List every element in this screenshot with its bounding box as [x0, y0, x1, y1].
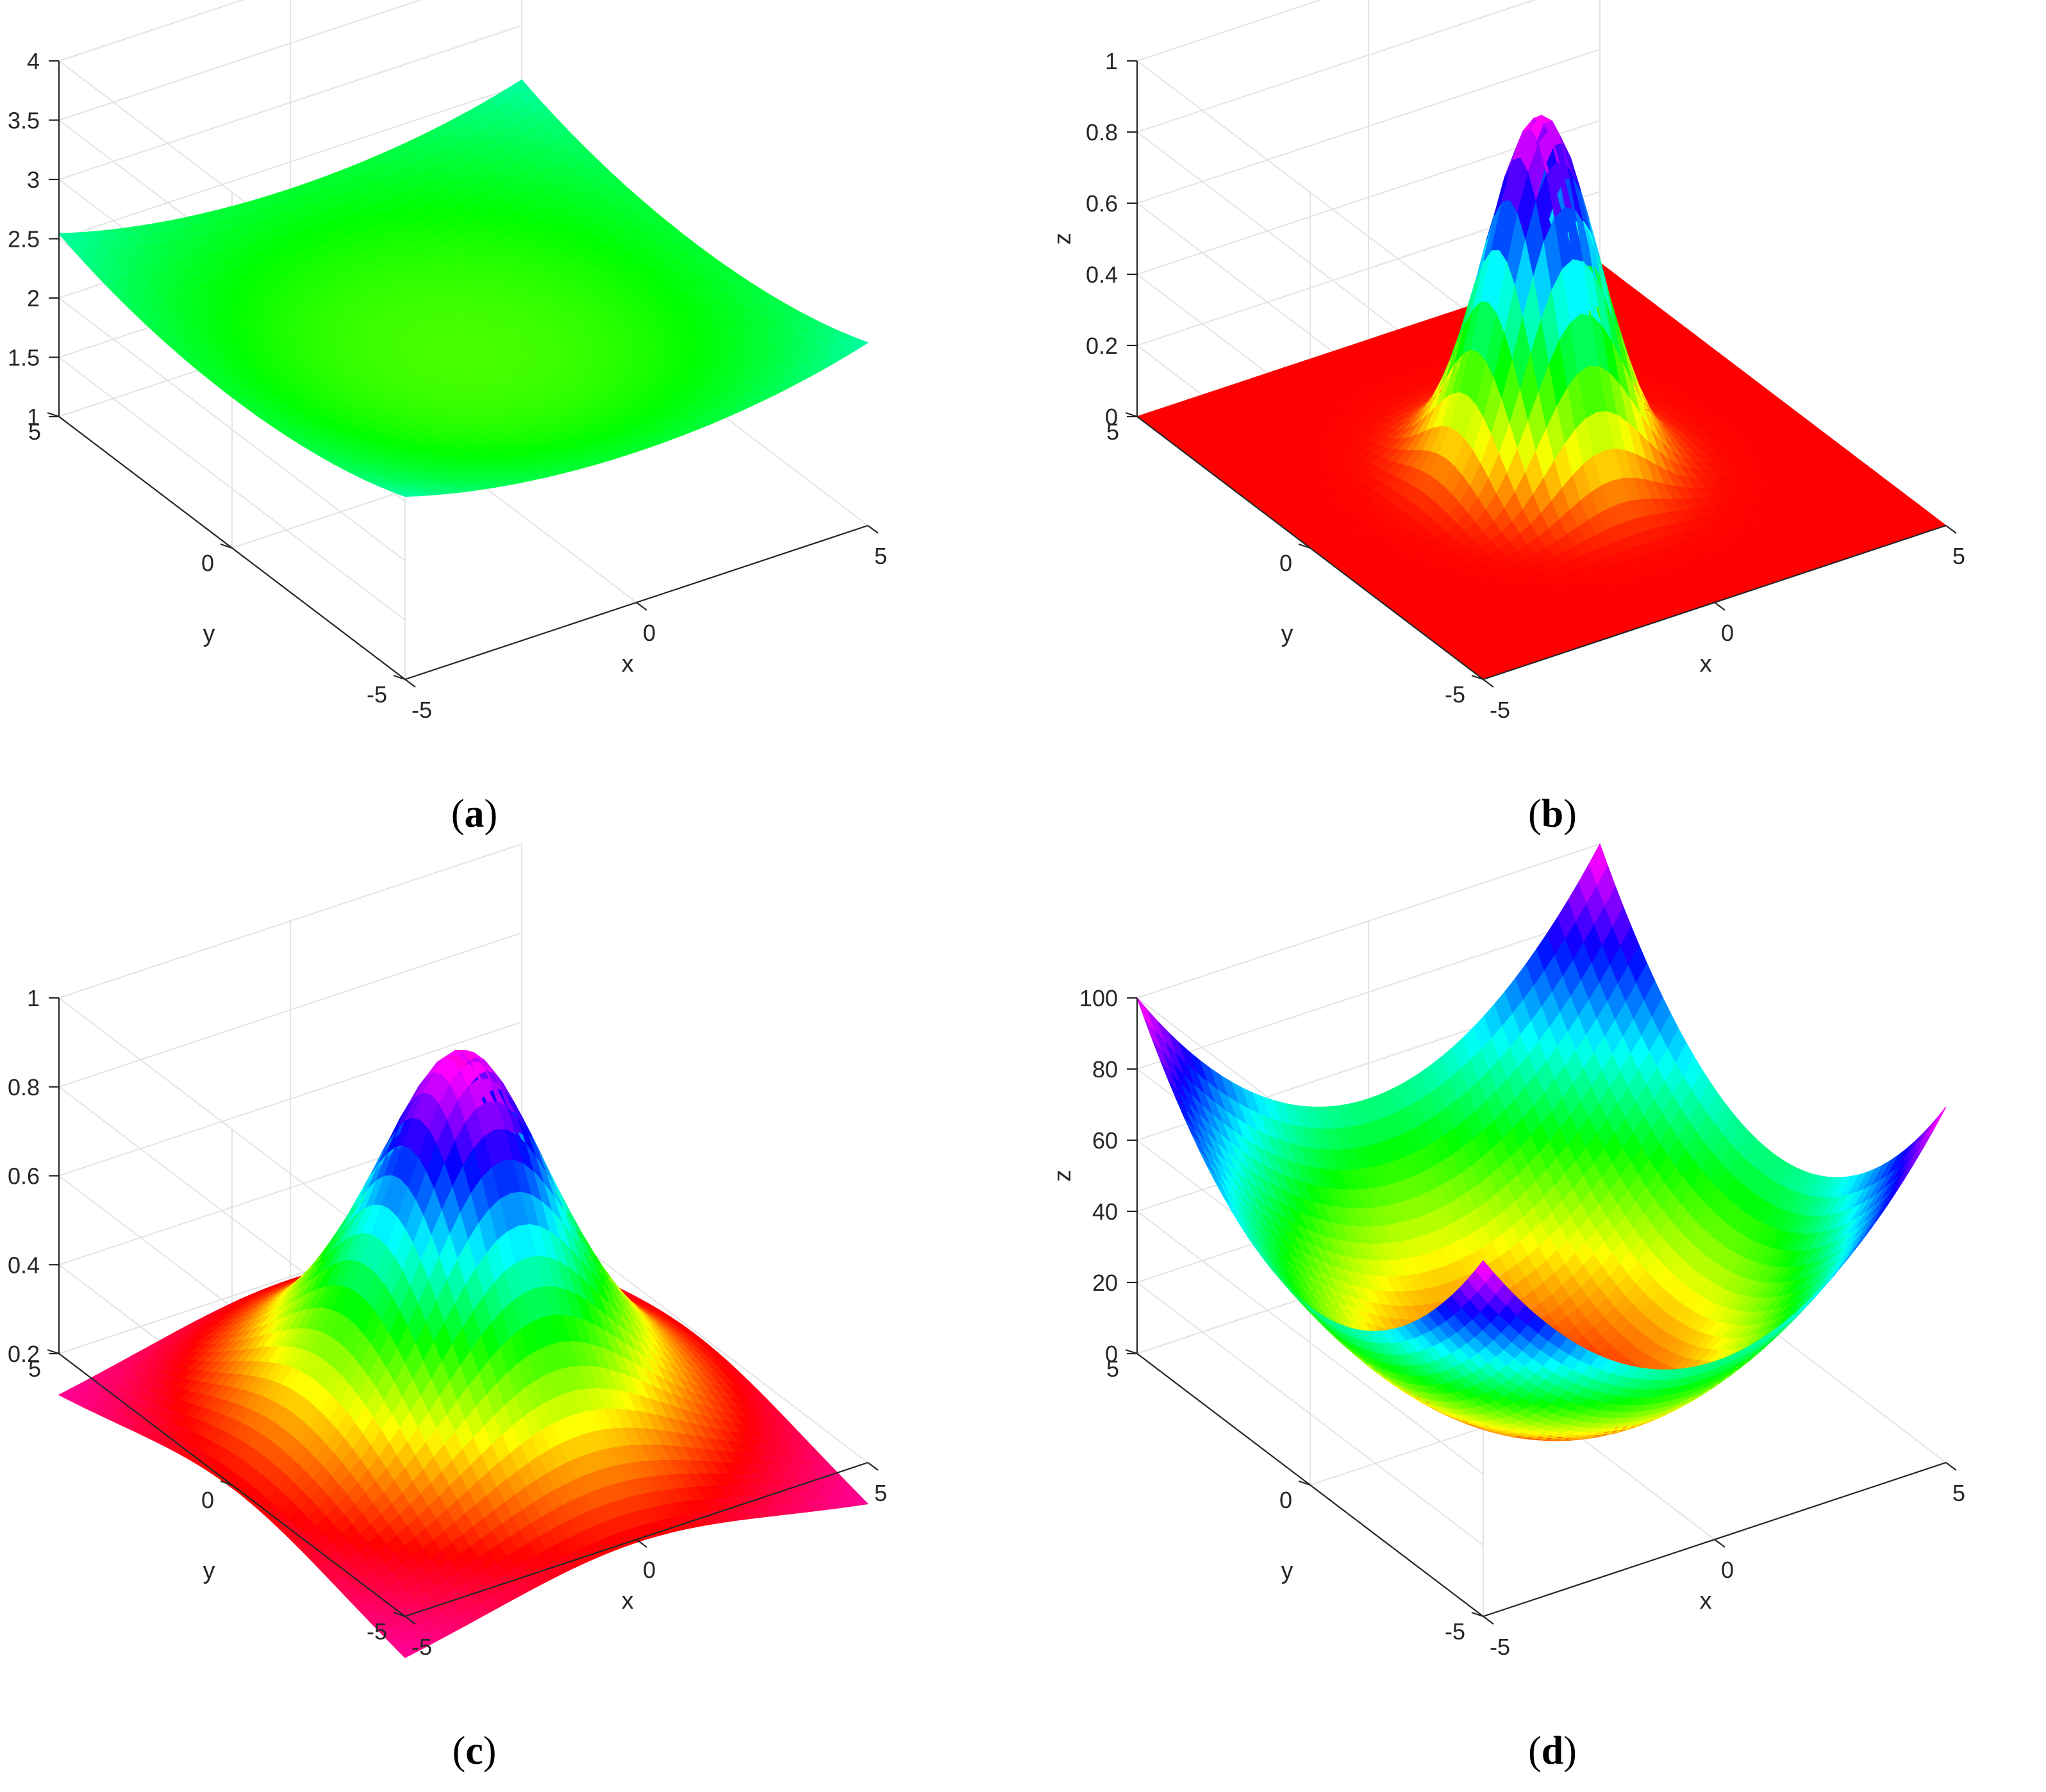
surface	[1136, 114, 1947, 680]
x-tick-label: 0	[643, 620, 656, 646]
surface	[58, 1049, 869, 1659]
panel-caption-letter: a	[465, 792, 485, 836]
y-tick-label: -5	[367, 681, 387, 708]
y-tick-label: -5	[1445, 681, 1465, 708]
x-tick-label: -5	[1490, 697, 1510, 723]
x-tick-label: 0	[1721, 620, 1734, 646]
z-tick-label: 4	[27, 48, 40, 74]
x-axis-label: x	[1700, 651, 1712, 677]
z-axis-label: z	[1049, 233, 1076, 245]
panel-caption: (b)	[1528, 792, 1577, 836]
z-tick-label: 0.8	[1086, 119, 1118, 145]
x-tick-label: 5	[1952, 543, 1965, 569]
z-tick-label: 3	[27, 167, 40, 193]
z-tick-label: 0	[1105, 404, 1118, 430]
panel-caption: (a)	[451, 792, 497, 836]
x-tick-label: -5	[412, 697, 432, 723]
z-tick-label: 0.4	[1086, 261, 1118, 288]
z-tick-label: 2.5	[8, 226, 40, 253]
y-axis-label: y	[1281, 620, 1293, 647]
z-tick-label: 1.5	[8, 345, 40, 371]
x-axis-label: x	[622, 651, 634, 677]
z-tick-label: 0.6	[1086, 190, 1118, 217]
z-tick-label: 3.5	[8, 108, 40, 134]
z-tick-label: 1	[1105, 48, 1118, 74]
panel-caption-letter: b	[1542, 792, 1563, 836]
z-tick-label: 1	[27, 404, 40, 430]
y-tick-label: 0	[201, 550, 214, 576]
z-tick-label: 0.2	[1086, 333, 1118, 359]
x-tick-label: 5	[874, 543, 887, 569]
y-tick-label: 0	[1279, 550, 1292, 576]
z-tick-label: 2	[27, 285, 40, 311]
y-axis-label: y	[203, 620, 215, 647]
surface	[58, 79, 869, 497]
